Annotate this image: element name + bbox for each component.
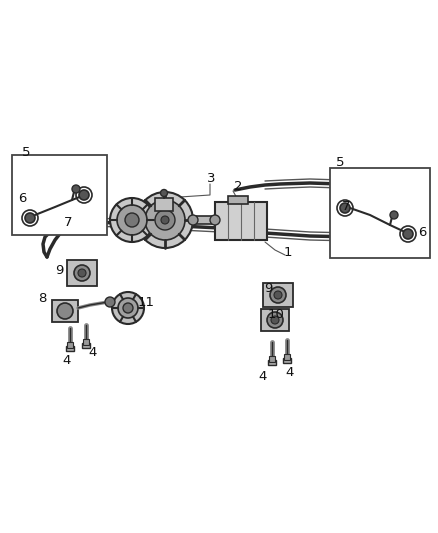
Text: 4: 4 bbox=[62, 353, 71, 367]
Circle shape bbox=[112, 292, 144, 324]
Bar bbox=[283, 358, 291, 363]
Text: 6: 6 bbox=[418, 225, 426, 238]
Text: 5: 5 bbox=[336, 156, 345, 168]
Bar bbox=[215, 202, 267, 240]
Circle shape bbox=[160, 190, 167, 197]
Circle shape bbox=[161, 216, 169, 224]
Bar bbox=[12, 155, 107, 235]
Circle shape bbox=[403, 229, 413, 239]
Circle shape bbox=[188, 215, 198, 225]
Bar bbox=[193, 216, 215, 224]
Bar bbox=[83, 339, 89, 345]
Text: 7: 7 bbox=[342, 199, 350, 213]
Text: 5: 5 bbox=[22, 146, 31, 158]
Text: 7: 7 bbox=[64, 216, 73, 230]
Text: 10: 10 bbox=[268, 309, 285, 321]
Circle shape bbox=[74, 265, 90, 281]
Text: 1: 1 bbox=[284, 246, 293, 259]
Bar bbox=[228, 196, 248, 204]
Text: 4: 4 bbox=[258, 370, 266, 384]
Circle shape bbox=[125, 213, 139, 227]
Circle shape bbox=[137, 192, 193, 248]
Circle shape bbox=[105, 297, 115, 307]
Bar bbox=[155, 198, 173, 211]
Circle shape bbox=[117, 205, 147, 235]
Bar bbox=[52, 300, 78, 322]
Circle shape bbox=[123, 303, 133, 313]
Circle shape bbox=[145, 200, 185, 240]
Circle shape bbox=[340, 203, 350, 213]
Text: 9: 9 bbox=[264, 282, 272, 295]
Text: 4: 4 bbox=[88, 346, 96, 359]
Bar bbox=[330, 168, 430, 258]
Text: 8: 8 bbox=[38, 292, 46, 304]
Bar bbox=[269, 356, 275, 362]
Circle shape bbox=[271, 316, 279, 324]
Circle shape bbox=[267, 312, 283, 328]
Bar bbox=[153, 210, 167, 230]
Bar bbox=[67, 260, 97, 286]
Circle shape bbox=[57, 303, 73, 319]
Bar bbox=[263, 283, 293, 307]
Bar bbox=[268, 360, 276, 365]
Text: 11: 11 bbox=[138, 296, 155, 310]
Circle shape bbox=[118, 298, 138, 318]
Text: 9: 9 bbox=[55, 263, 64, 277]
Circle shape bbox=[79, 190, 89, 200]
Bar bbox=[82, 343, 90, 348]
Circle shape bbox=[210, 215, 220, 225]
Circle shape bbox=[25, 213, 35, 223]
Circle shape bbox=[270, 287, 286, 303]
Bar bbox=[284, 354, 290, 360]
Circle shape bbox=[110, 198, 154, 242]
Text: 4: 4 bbox=[285, 366, 293, 378]
Bar bbox=[261, 309, 289, 331]
Text: 2: 2 bbox=[234, 180, 243, 192]
Circle shape bbox=[390, 211, 398, 219]
Text: 3: 3 bbox=[207, 172, 215, 184]
Bar bbox=[66, 346, 74, 351]
Circle shape bbox=[78, 269, 86, 277]
Circle shape bbox=[155, 210, 175, 230]
Text: 6: 6 bbox=[18, 191, 26, 205]
Circle shape bbox=[72, 185, 80, 193]
Circle shape bbox=[274, 291, 282, 299]
Bar bbox=[67, 342, 73, 348]
